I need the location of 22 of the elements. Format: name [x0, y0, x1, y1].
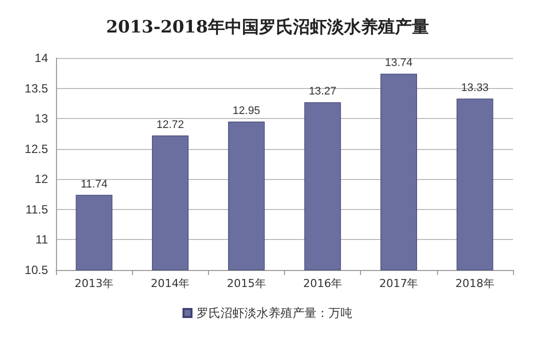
x-tick-label: 2017年	[379, 277, 418, 290]
x-tick-label: 2014年	[150, 277, 190, 290]
data-label: 13.27	[308, 86, 336, 98]
y-tick-label: 13	[34, 112, 48, 126]
y-tick-label: 10.5	[24, 263, 48, 277]
data-label: 11.74	[80, 178, 108, 190]
y-tick-label: 11.5	[26, 202, 48, 216]
x-tick-label: 2013年	[74, 277, 114, 290]
y-tick-label: 12.5	[24, 142, 48, 156]
y-tick-label: 14	[34, 51, 48, 65]
x-tick-label: 2015年	[226, 277, 266, 290]
legend-label: 罗氏沼虾淡水养殖产量：万吨	[196, 306, 352, 320]
y-tick-label: 11	[36, 232, 48, 247]
x-tick-label: 2016年	[303, 277, 342, 290]
y-tick-label: 13.5	[24, 81, 48, 96]
data-label: 12.95	[232, 105, 260, 118]
data-label: 12.72	[156, 119, 184, 132]
x-tick-label: 2018年	[455, 277, 494, 290]
chart-title: 2013-2018年中国罗氏沼虾淡水养殖产量	[106, 18, 429, 38]
y-tick-label: 12	[34, 172, 48, 186]
data-label: 13.74	[384, 57, 413, 70]
data-label: 13.33	[461, 82, 489, 94]
